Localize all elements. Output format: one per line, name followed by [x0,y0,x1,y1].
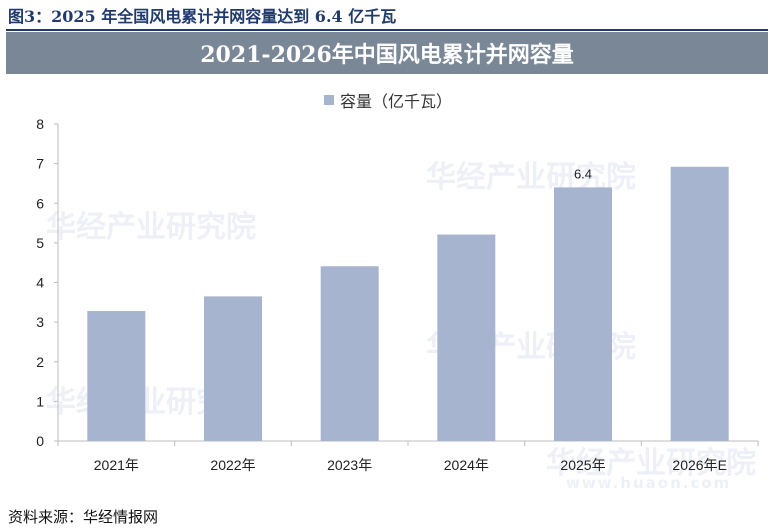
source-note: 资料来源：华经情报网 [8,508,159,526]
y-tick-label: 0 [36,433,44,449]
chart-legend: 容量（亿千瓦） [324,88,452,112]
y-tick-label: 4 [36,275,44,291]
chart-axes: 0 1 2 3 4 5 6 7 8 [36,116,759,449]
legend-label: 容量（亿千瓦） [340,94,453,111]
bar [554,187,612,441]
data-label: 6.4 [574,166,592,181]
bar [204,296,262,441]
y-tick-label: 6 [36,195,44,211]
bar [87,311,146,441]
y-tick-label: 2 [36,354,44,370]
y-tick-label: 5 [36,235,44,251]
y-tick-label: 8 [36,116,44,132]
legend-swatch [324,95,334,105]
bar [670,166,729,442]
caption-rule [6,29,768,31]
x-tick-label: 2022年 [210,457,255,473]
figure-caption: 图3：2025 年全国风电累计并网容量达到 6.4 亿千瓦 [8,7,397,26]
bar [320,266,379,441]
chart-title: 2021-2026年中国风电累计并网容量 [6,32,768,74]
chart-labels: 2021年 2022年 2023年 2024年 2025年 6.4 2026年E [94,166,727,473]
bar-series [87,166,729,442]
x-tick-label: 2024年 [444,457,489,473]
x-tick-label: 2023年 [327,457,372,473]
bar [437,234,496,441]
x-tick-label: 2025年 [560,457,605,473]
x-tick-label: 2026年E [672,457,726,473]
chart-frame: 2021-2026年中国风电累计并网容量 华经产业研究院 华经产业研究院 华经产… [6,32,768,498]
y-tick-label: 1 [36,393,44,409]
y-tick-label: 7 [36,156,44,172]
y-tick-label: 3 [36,314,44,330]
x-tick-label: 2021年 [94,457,139,473]
